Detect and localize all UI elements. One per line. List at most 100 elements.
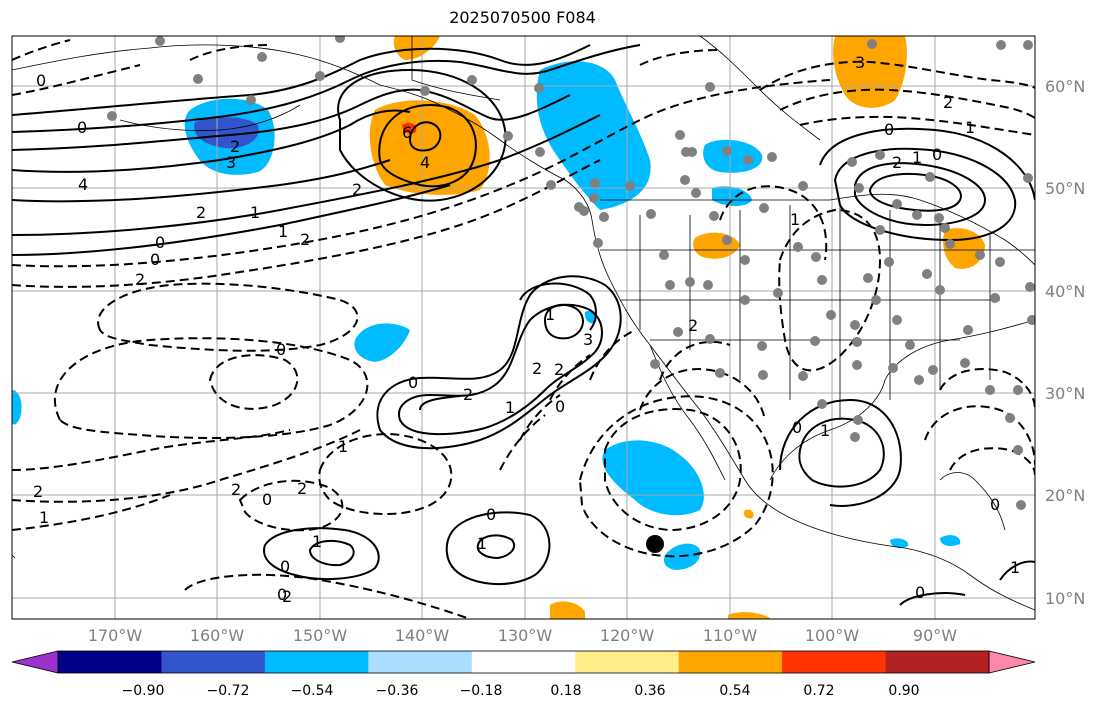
contour-label: 1 [820,421,830,440]
lon-label: 120°W [599,626,655,645]
contours-negative [12,39,1035,619]
colorbar-tick-label: 0.54 [719,683,751,699]
highlight-marker [646,535,664,553]
fill-negative [712,186,752,206]
colorbar-tick-label: −0.72 [206,683,250,699]
contour-label: 1 [39,508,49,527]
fill-positive [693,232,740,259]
fill-negative [12,390,22,425]
fill-negative [703,139,763,173]
map-frame [11,35,1036,620]
colorbar-swatch [264,651,369,673]
contour-label: 2 [892,153,902,172]
contour-label: 0 [280,557,290,576]
colorbar-tick-label: −0.90 [121,683,165,699]
fill-negative [602,440,704,516]
lon-label: 170°W [87,626,143,645]
colorbar-swatch [161,651,266,673]
contour-label: 0 [262,490,272,509]
contour-label: 0 [932,145,942,164]
contour-label: 0 [276,340,286,359]
contour-label: 3 [583,330,593,349]
contour-label: 0 [277,585,287,604]
fill-negative [890,538,909,548]
colorbar-swatch [678,651,783,673]
contour-label: 0 [77,118,87,137]
fill-negative [354,323,410,362]
contour-label: 2 [688,316,698,335]
contour-label: 0 [915,583,925,602]
contour-label: 0 [990,495,1000,514]
lat-label: 40°N [1045,282,1086,301]
contour-label: 2 [463,385,473,404]
fill-positive [550,601,585,619]
colorbar-tick-label: 0.90 [888,683,920,699]
colorbar-swatch [782,651,887,673]
contour-label: 6 [402,123,412,142]
contour-label: 0 [555,397,565,416]
contour-label: 1 [545,305,555,324]
lon-label: 110°W [702,626,758,645]
contour-label: 3 [855,53,865,72]
lon-label: 150°W [292,626,348,645]
contour-label: 2 [196,203,206,222]
contour-label: 4 [78,175,88,194]
colorbar-swatch [58,651,162,673]
contour-label: 1 [790,210,800,229]
colorbar-tick-label: 0.18 [550,683,582,699]
contour-label: 0 [408,373,418,392]
contour-label: 0 [792,418,802,437]
colorbar-swatch [471,651,576,673]
fill-negative [940,535,961,546]
colorbar-swatch [368,651,473,673]
contour-label: 2 [300,230,310,249]
contours-positive [12,44,1035,606]
lon-label: 100°W [804,626,860,645]
contour-label: 4 [420,153,430,172]
map-title: 2025070500 F084 [449,8,596,27]
contour-label: 1 [965,118,975,137]
contour-label: 1 [505,398,515,417]
fill-positive [743,509,754,519]
contour-label: 1 [338,437,348,456]
contour-label: 1 [912,148,922,167]
contour-label: 0 [155,233,165,252]
contour-label: 2 [554,360,564,379]
contour-label: 2 [231,480,241,499]
contour-label: 0 [884,120,894,139]
contour-label: 3 [226,153,236,172]
contour-label: 1 [250,203,260,222]
contour-label: 1 [477,534,487,553]
graticule [12,36,1035,619]
fill-positive [369,100,490,195]
colorbar-extend-high [988,650,1036,674]
colorbar-swatch [885,651,990,673]
contour-label: 0 [36,71,46,90]
lat-label: 30°N [1045,384,1086,403]
colorbar-tick-label: −0.36 [375,683,419,699]
contour-label: 2 [230,137,240,156]
colorbar-tick-label: 0.72 [803,683,835,699]
lat-label: 20°N [1045,486,1086,505]
fill-negative-strong [194,117,259,149]
colorbar-tick-label: −0.18 [459,683,503,699]
colorbar-extend-low [11,650,59,674]
lon-label: 130°W [497,626,553,645]
contour-label: 2 [282,587,292,606]
fill-positive [728,612,770,619]
lon-label: 90°W [912,626,958,645]
lon-label: 140°W [394,626,450,645]
lat-label: 60°N [1045,77,1086,96]
contour-label: 2 [135,270,145,289]
lat-label: 10°N [1045,589,1086,608]
contour-label: 2 [297,479,307,498]
contour-label: 1 [278,222,288,241]
colorbar-frame [57,650,990,674]
contour-label: 1 [312,532,322,551]
contour-label: 1 [1010,558,1020,577]
lat-label: 50°N [1045,179,1086,198]
contour-label: 2 [352,180,362,199]
contour-label: 0 [150,250,160,269]
contour-label-layer: 0 0 2 3 4 4 6 2 1 0 2 0 1 2 2 0 2 1 0 2 … [33,53,1020,606]
